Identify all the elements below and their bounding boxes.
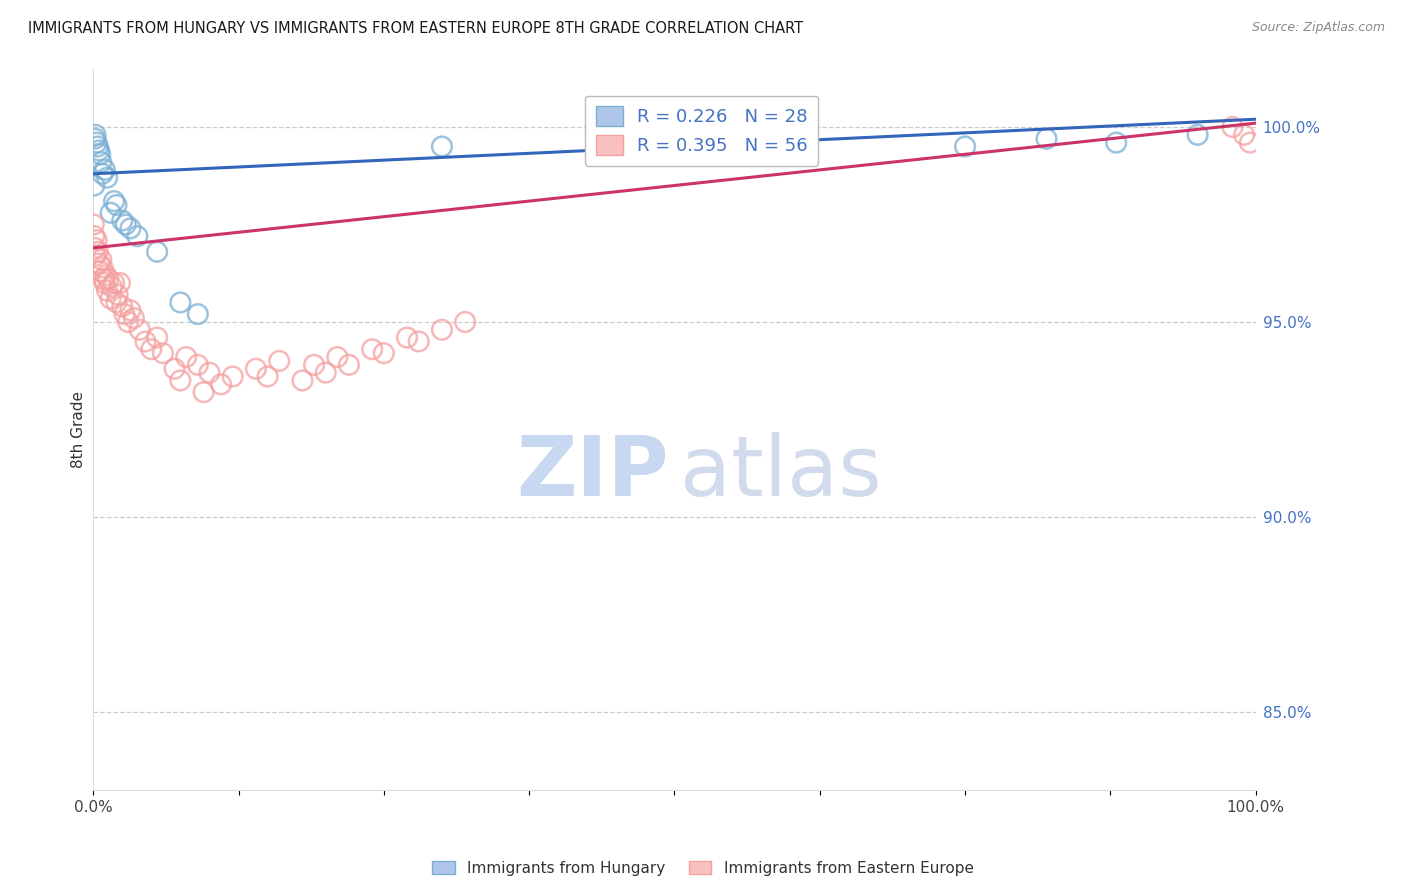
Point (83, 218, 105, 232)
Point (337, 358, 360, 372)
Point (87, 139, 110, 153)
Point (114, 218, 136, 232)
Point (96, 284, 118, 298)
Point (187, 358, 209, 372)
Point (96, 170, 118, 185)
Point (101, 280, 124, 294)
Point (1239, 136, 1261, 150)
Point (128, 323, 150, 337)
Point (94, 276, 117, 290)
Text: ZIP: ZIP (516, 432, 669, 513)
Y-axis label: 8th Grade: 8th Grade (72, 391, 86, 467)
Text: Source: ZipAtlas.com: Source: ZipAtlas.com (1251, 21, 1385, 34)
Point (86, 136, 108, 150)
Point (1233, 128, 1256, 142)
Legend: Immigrants from Hungary, Immigrants from Eastern Europe: Immigrants from Hungary, Immigrants from… (426, 855, 980, 882)
Point (87, 244, 110, 259)
Point (256, 369, 278, 384)
Point (146, 244, 169, 259)
Point (1035, 131, 1057, 145)
Point (122, 311, 145, 326)
Point (430, 323, 453, 337)
Point (87, 144, 110, 158)
Point (100, 206, 122, 220)
Point (141, 343, 163, 357)
Text: atlas: atlas (681, 432, 882, 513)
Point (953, 139, 976, 153)
Point (1105, 136, 1128, 150)
Point (756, 120, 779, 134)
Point (97, 272, 120, 286)
Point (94, 162, 117, 177)
Point (1187, 128, 1209, 142)
Point (83, 229, 105, 244)
Point (361, 343, 384, 357)
Point (89, 147, 111, 161)
Point (100, 292, 122, 306)
Point (90, 252, 112, 267)
Point (193, 385, 215, 400)
Point (117, 315, 139, 329)
Point (94, 268, 117, 282)
Point (454, 315, 477, 329)
Point (105, 198, 128, 212)
Point (111, 213, 134, 227)
Point (163, 361, 186, 376)
Point (721, 131, 744, 145)
Point (86, 233, 108, 247)
Point (89, 264, 111, 278)
Point (1222, 120, 1244, 134)
Point (111, 299, 134, 313)
Point (198, 366, 221, 380)
Point (134, 334, 156, 349)
Point (84, 249, 107, 263)
Point (315, 366, 337, 380)
Point (90, 155, 112, 169)
Point (430, 139, 453, 153)
Point (103, 194, 125, 208)
Point (373, 346, 395, 360)
Point (146, 330, 169, 344)
Point (187, 307, 209, 321)
Point (83, 178, 105, 193)
Point (84, 131, 107, 145)
Point (396, 330, 419, 344)
Point (93, 272, 115, 286)
Point (326, 350, 349, 364)
Point (84, 128, 107, 142)
Point (127, 229, 149, 244)
Point (120, 221, 142, 235)
Point (245, 361, 267, 376)
Point (408, 334, 430, 349)
Point (105, 295, 128, 310)
Point (269, 354, 291, 368)
Point (103, 276, 125, 290)
Point (108, 276, 131, 290)
Point (221, 369, 243, 384)
Point (152, 346, 174, 360)
Point (107, 287, 129, 301)
Point (291, 374, 314, 388)
Point (169, 374, 191, 388)
Point (91, 167, 114, 181)
Point (120, 303, 142, 318)
Point (84, 241, 107, 255)
Point (114, 307, 136, 321)
Point (87, 256, 110, 270)
Point (209, 377, 232, 392)
Point (302, 358, 325, 372)
Point (169, 295, 191, 310)
Text: IMMIGRANTS FROM HUNGARY VS IMMIGRANTS FROM EASTERN EUROPE 8TH GRADE CORRELATION : IMMIGRANTS FROM HUNGARY VS IMMIGRANTS FR… (28, 21, 803, 36)
Point (174, 350, 197, 364)
Point (91, 260, 114, 275)
Legend: R = 0.226   N = 28, R = 0.395   N = 56: R = 0.226 N = 28, R = 0.395 N = 56 (585, 95, 818, 166)
